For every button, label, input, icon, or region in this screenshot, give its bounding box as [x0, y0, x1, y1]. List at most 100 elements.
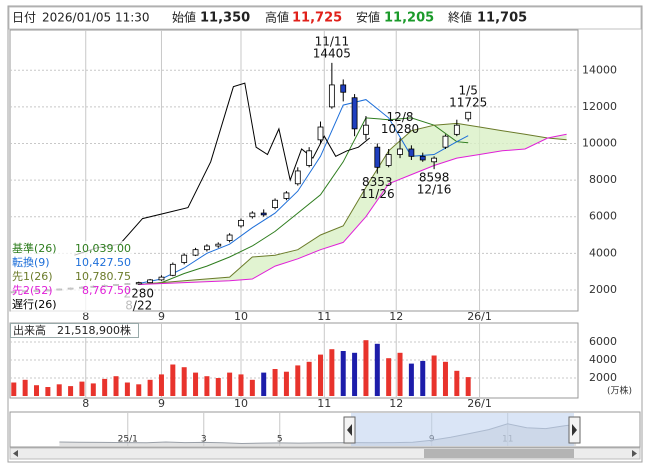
scrollbar-thumb[interactable]	[424, 449, 574, 458]
high-label: 高値	[265, 10, 289, 25]
low-label: 安値	[356, 10, 380, 25]
open-value: 11,350	[200, 11, 250, 26]
candle-body	[158, 276, 165, 281]
candle-body	[249, 212, 256, 218]
volume-bar	[386, 358, 392, 397]
legend-value: 10,780.75	[75, 270, 131, 283]
volume-bar	[431, 355, 437, 397]
candle-body	[272, 199, 278, 208]
volume-bar	[158, 374, 164, 397]
y-tick-label: 4000	[589, 353, 617, 366]
candle-body	[431, 157, 438, 163]
candle-body	[453, 124, 460, 135]
volume-bar	[113, 376, 119, 397]
x-tick-label: 26/1	[467, 397, 492, 410]
candle-body	[328, 84, 335, 108]
y-tick-label: 10000	[582, 136, 617, 149]
volume-bar	[454, 370, 460, 397]
indicator-line	[74, 82, 371, 256]
y-tick-label: 6000	[589, 335, 617, 348]
y-tick-label: 14000	[582, 63, 617, 76]
scroll-left-arrow[interactable]	[13, 450, 18, 457]
datetime: 2026/01/05 11:30	[42, 11, 150, 25]
scroll-right-arrow[interactable]	[632, 450, 637, 457]
annotation-date: 12/16	[417, 183, 452, 197]
scrollbar-track[interactable]	[9, 447, 641, 460]
volume-bar	[397, 352, 403, 397]
volume-bar	[22, 379, 28, 397]
header-bar	[8, 6, 642, 30]
candle-body	[147, 279, 154, 284]
candle-body	[374, 146, 381, 168]
x-tick-label: 12	[389, 310, 403, 323]
x-tick-label: 8	[82, 310, 89, 323]
volume-bar	[363, 340, 369, 397]
legend-value: 8,767.50	[82, 284, 131, 297]
x-tick-label: 12	[389, 397, 403, 410]
volume-bar	[352, 352, 358, 397]
annotation-value: 14405	[313, 46, 351, 60]
candle-body	[204, 245, 210, 251]
volume-bar	[442, 361, 448, 397]
volume-bar	[340, 351, 346, 397]
candle-body	[351, 97, 358, 130]
navigator-selection	[351, 413, 574, 446]
volume-unit: (万株)	[607, 385, 632, 397]
x-tick-label: 3	[201, 435, 207, 445]
volume-bar	[204, 376, 210, 397]
annotation-value: 11725	[449, 95, 487, 109]
volume-bar	[249, 379, 255, 397]
high-value: 11,725	[292, 11, 342, 26]
candle-body	[181, 254, 188, 263]
volume-bar	[56, 384, 62, 397]
candle-body	[169, 263, 176, 276]
volume-bar	[374, 343, 380, 397]
volume-bar	[227, 372, 233, 397]
candle-body	[340, 84, 347, 93]
candle-body	[385, 154, 392, 166]
cloud-fill	[138, 123, 567, 285]
volume-title-box	[10, 323, 139, 338]
x-tick-label: 11	[317, 310, 331, 323]
volume-bar	[124, 382, 130, 397]
annotation-value: 8598	[419, 171, 450, 185]
x-tick-label: 26/1	[467, 310, 492, 323]
legend-value: 10,427.50	[75, 256, 131, 269]
annotation-date: 12/8	[387, 110, 414, 124]
volume-bar	[79, 381, 85, 397]
y-tick-label: 12000	[582, 100, 617, 113]
volume-bar	[465, 377, 471, 397]
annotation-value: 10280	[381, 122, 419, 136]
candle-body	[260, 212, 267, 216]
candle-body	[215, 243, 222, 247]
y-tick-label: 4000	[589, 246, 617, 259]
volume-bar	[90, 383, 96, 397]
volume-bar	[11, 382, 17, 397]
volume-bar	[272, 369, 278, 397]
volume-bar	[215, 378, 221, 397]
x-tick-label: 25/1	[118, 435, 138, 445]
legend-name: 転換(9)	[12, 256, 50, 269]
candle-body	[283, 192, 290, 199]
candle-body	[397, 148, 403, 155]
legend-value: 10,039.00	[75, 242, 131, 255]
volume-bar	[193, 372, 199, 397]
volume-bar	[45, 387, 51, 397]
open-label: 始値	[172, 10, 196, 25]
volume-bar	[102, 378, 108, 397]
date-label: 日付	[12, 11, 36, 25]
volume-bar	[238, 374, 244, 397]
candle-body	[135, 282, 142, 285]
x-tick-label: 9	[158, 310, 165, 323]
legend-name: 先1(26)	[12, 270, 53, 283]
x-tick-label: 10	[234, 310, 248, 323]
handle-arrow	[347, 424, 352, 436]
volume-bar	[420, 360, 426, 397]
legend-name: 遅行(26)	[12, 298, 57, 311]
x-tick-label: 8	[82, 397, 89, 410]
volume-bar	[329, 349, 335, 397]
volume-bar	[181, 367, 187, 397]
legend-name: 基準(26)	[12, 241, 57, 255]
